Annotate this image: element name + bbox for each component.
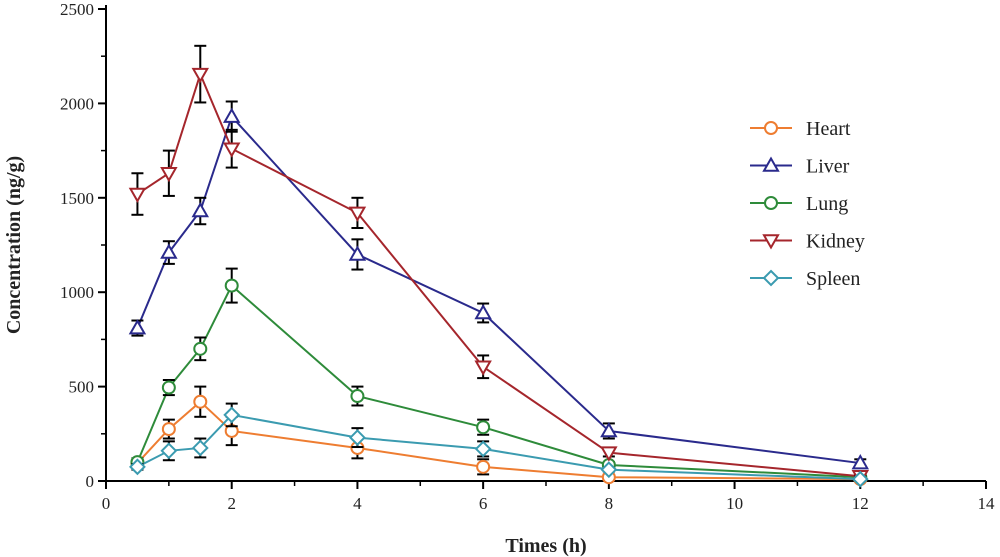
data-point-spleen	[129, 458, 146, 476]
legend-marker-kidney	[762, 234, 780, 250]
data-point-liver	[474, 303, 492, 320]
series-line-heart	[136, 400, 861, 481]
series-line-spleen	[136, 413, 861, 481]
legend-label-liver: Liver	[806, 156, 850, 178]
y-axis-title: Concentration (ng/g)	[3, 156, 25, 334]
data-point-lung	[476, 420, 491, 435]
data-point-spleen	[223, 406, 241, 424]
data-point-lung	[193, 341, 208, 356]
x-tick-label: 10	[726, 494, 743, 513]
x-tick-label: 8	[605, 494, 614, 513]
legend-item-heart: Heart	[750, 118, 851, 140]
legend-marker-lung	[764, 196, 778, 210]
legend-item-kidney: Kidney	[750, 231, 865, 253]
data-point-liver	[160, 243, 178, 259]
y-tick-label: 1500	[60, 189, 94, 208]
y-tick-label: 2000	[60, 94, 94, 113]
data-point-spleen	[600, 461, 618, 479]
data-point-lung	[161, 380, 176, 395]
legend-label-heart: Heart	[806, 118, 851, 140]
data-point-spleen	[349, 429, 366, 446]
legend-item-spleen: Spleen	[750, 268, 860, 290]
series-spleen	[129, 402, 869, 488]
data-point-liver	[348, 245, 367, 261]
data-point-liver	[128, 319, 147, 335]
data-point-liver	[191, 202, 210, 218]
axes: 0 500 1000 1500 2000 2500 0 2 4 6 8 10 12 14	[60, 0, 995, 513]
y-tick-label: 500	[69, 378, 95, 397]
legend-label-spleen: Spleen	[806, 268, 860, 290]
series-liver	[128, 100, 870, 470]
data-point-kidney	[191, 67, 210, 84]
legend-item-liver: Liver	[750, 156, 850, 178]
legend-item-lung: Lung	[750, 193, 848, 215]
y-tick-label: 2500	[60, 0, 94, 19]
data-point-heart	[476, 459, 491, 474]
series-heart	[130, 385, 868, 487]
legend-label-lung: Lung	[806, 193, 848, 215]
data-point-kidney	[222, 142, 241, 158]
legend-label-kidney: Kidney	[806, 231, 865, 253]
data-point-lung	[224, 278, 239, 293]
x-tick-label: 0	[102, 494, 111, 513]
x-axis-title: Times (h)	[505, 535, 586, 557]
data-point-liver	[222, 107, 241, 123]
data-point-liver	[851, 454, 870, 470]
legend-marker-heart	[764, 121, 778, 135]
series-kidney	[128, 44, 870, 486]
x-tick-label: 12	[852, 494, 869, 513]
data-point-heart	[193, 394, 208, 409]
series-line-liver	[136, 114, 861, 465]
data-point-liver	[600, 421, 618, 438]
y-tick-label: 1000	[60, 283, 94, 302]
legend: Heart Liver Lung Kidney Spleen	[750, 118, 865, 290]
data-point-kidney	[600, 446, 618, 462]
x-tick-label: 14	[978, 494, 996, 513]
data-point-kidney	[348, 206, 367, 222]
data-point-kidney	[128, 187, 147, 204]
data-point-kidney	[160, 167, 178, 183]
x-tick-label: 6	[479, 494, 488, 513]
x-tick-label: 2	[227, 494, 236, 513]
series-line-kidney	[136, 71, 861, 478]
y-tick-label: 0	[86, 472, 95, 491]
legend-marker-spleen	[762, 269, 780, 287]
series-layer	[128, 44, 870, 488]
data-point-kidney	[474, 360, 492, 376]
legend-marker-liver	[762, 156, 780, 172]
data-point-heart	[161, 422, 176, 437]
data-point-spleen	[191, 439, 209, 457]
data-point-spleen	[851, 470, 869, 488]
x-tick-label: 4	[353, 494, 362, 513]
data-point-spleen	[474, 440, 492, 458]
data-point-spleen	[160, 442, 178, 460]
series-line-lung	[136, 283, 861, 479]
data-point-lung	[350, 389, 365, 404]
